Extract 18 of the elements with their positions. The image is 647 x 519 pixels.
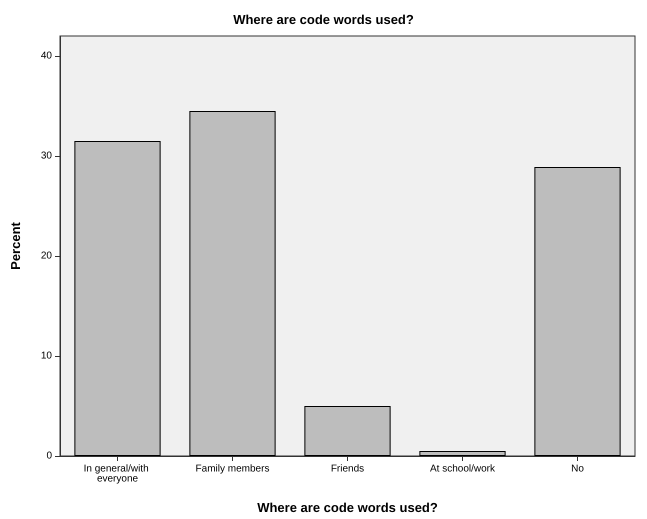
x-tick-label: At school/work [430,464,496,474]
bar [189,111,276,456]
bar [534,167,621,456]
y-tick-label: 40 [40,50,52,62]
x-tick-label: Friends [330,464,364,474]
y-tick-label: 10 [40,350,52,362]
x-tick-label: Family members [196,464,270,474]
y-tick-label: 0 [46,450,52,462]
x-axis-title: Where are code words used? [257,500,438,515]
y-tick-label: 20 [40,250,52,262]
bar [74,141,161,456]
y-axis-title: Percent [8,221,23,270]
x-tick-label: No [571,464,584,474]
y-tick-label: 30 [40,150,52,162]
chart-title: Where are code words used? [233,12,414,27]
x-tick-label: In general/with everyone [84,464,152,484]
bar [304,406,391,456]
bar [419,451,506,456]
